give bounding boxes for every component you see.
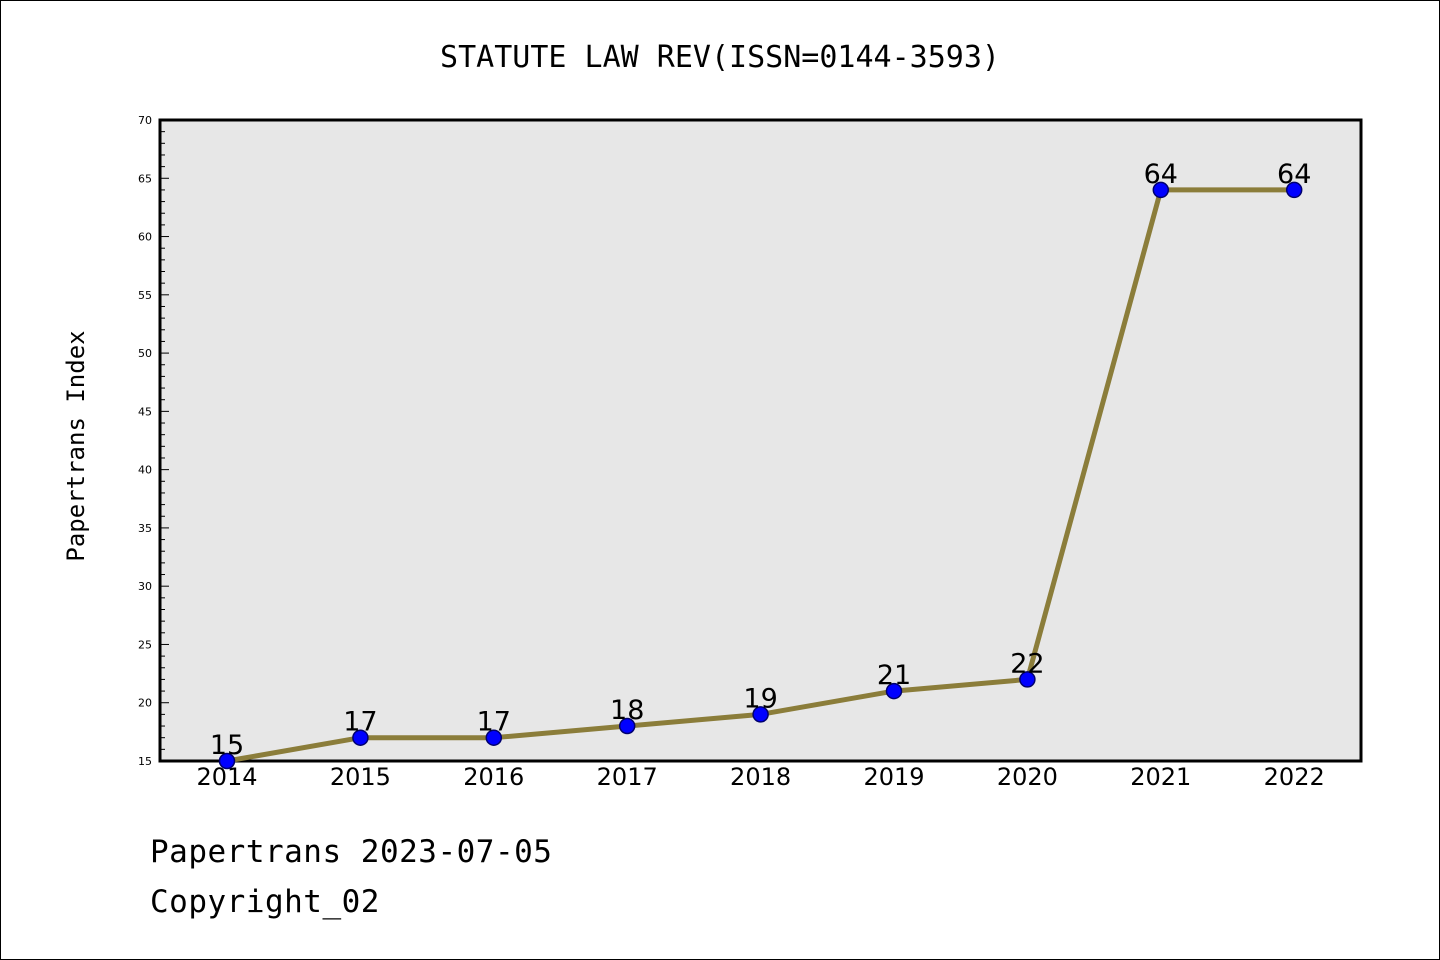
data-point xyxy=(1019,671,1036,688)
y-tick-label: 70 xyxy=(138,114,152,127)
y-tick-label: 25 xyxy=(138,638,152,651)
y-tick-label: 60 xyxy=(138,231,152,244)
plot-area xyxy=(158,118,1363,763)
y-axis: 15 20 25 30 35 40 45 50 55 60 65 70 xyxy=(138,114,169,768)
footer-copyright: Copyright_02 xyxy=(150,884,380,920)
footer-date: Papertrans 2023-07-05 xyxy=(150,834,553,870)
data-label: 21 xyxy=(877,660,911,691)
data-point xyxy=(352,729,369,746)
data-point xyxy=(885,682,903,700)
y-tick-label: 55 xyxy=(138,289,152,302)
data-labels: 15 17 17 18 19 21 22 64 64 xyxy=(210,159,1312,761)
y-tick-label: 20 xyxy=(138,697,152,710)
y-tick-label: 65 xyxy=(138,172,152,185)
data-label: 64 xyxy=(1144,159,1178,190)
data-label: 64 xyxy=(1277,159,1311,190)
x-tick-label: 2021 xyxy=(1130,763,1191,791)
y-tick-label: 50 xyxy=(138,347,152,360)
data-label: 18 xyxy=(610,695,644,726)
y-tick-label: 45 xyxy=(138,405,152,418)
x-tick-label: 2017 xyxy=(597,763,658,791)
data-label: 15 xyxy=(210,730,244,761)
data-point xyxy=(485,729,503,746)
data-point xyxy=(752,706,769,723)
data-label: 17 xyxy=(343,707,377,738)
x-tick-label: 2022 xyxy=(1264,763,1325,791)
data-point xyxy=(618,717,636,735)
x-tick-label: 2015 xyxy=(330,763,391,791)
data-point xyxy=(1152,181,1170,199)
y-tick-label: 35 xyxy=(138,522,152,535)
y-axis-label: Papertrans Index xyxy=(62,330,90,561)
data-point xyxy=(218,752,236,770)
chart-title: STATUTE LAW REV(ISSN=0144-3593) xyxy=(440,40,1000,75)
data-point xyxy=(1285,181,1303,199)
x-tick-label: 2020 xyxy=(997,763,1058,791)
x-tick-label: 2016 xyxy=(463,763,524,791)
data-label: 17 xyxy=(477,707,511,738)
y-tick-label: 15 xyxy=(138,755,152,768)
y-tick-label: 40 xyxy=(138,464,152,477)
data-label: 22 xyxy=(1010,648,1044,679)
data-label: 19 xyxy=(743,683,777,714)
x-axis: 2014 2015 2016 2017 2018 2019 2020 2021 2022 xyxy=(196,763,1324,791)
series-markers xyxy=(218,181,1303,770)
y-tick-label: 30 xyxy=(138,580,152,593)
x-tick-label: 2018 xyxy=(730,763,791,791)
x-tick-label: 2019 xyxy=(863,763,924,791)
